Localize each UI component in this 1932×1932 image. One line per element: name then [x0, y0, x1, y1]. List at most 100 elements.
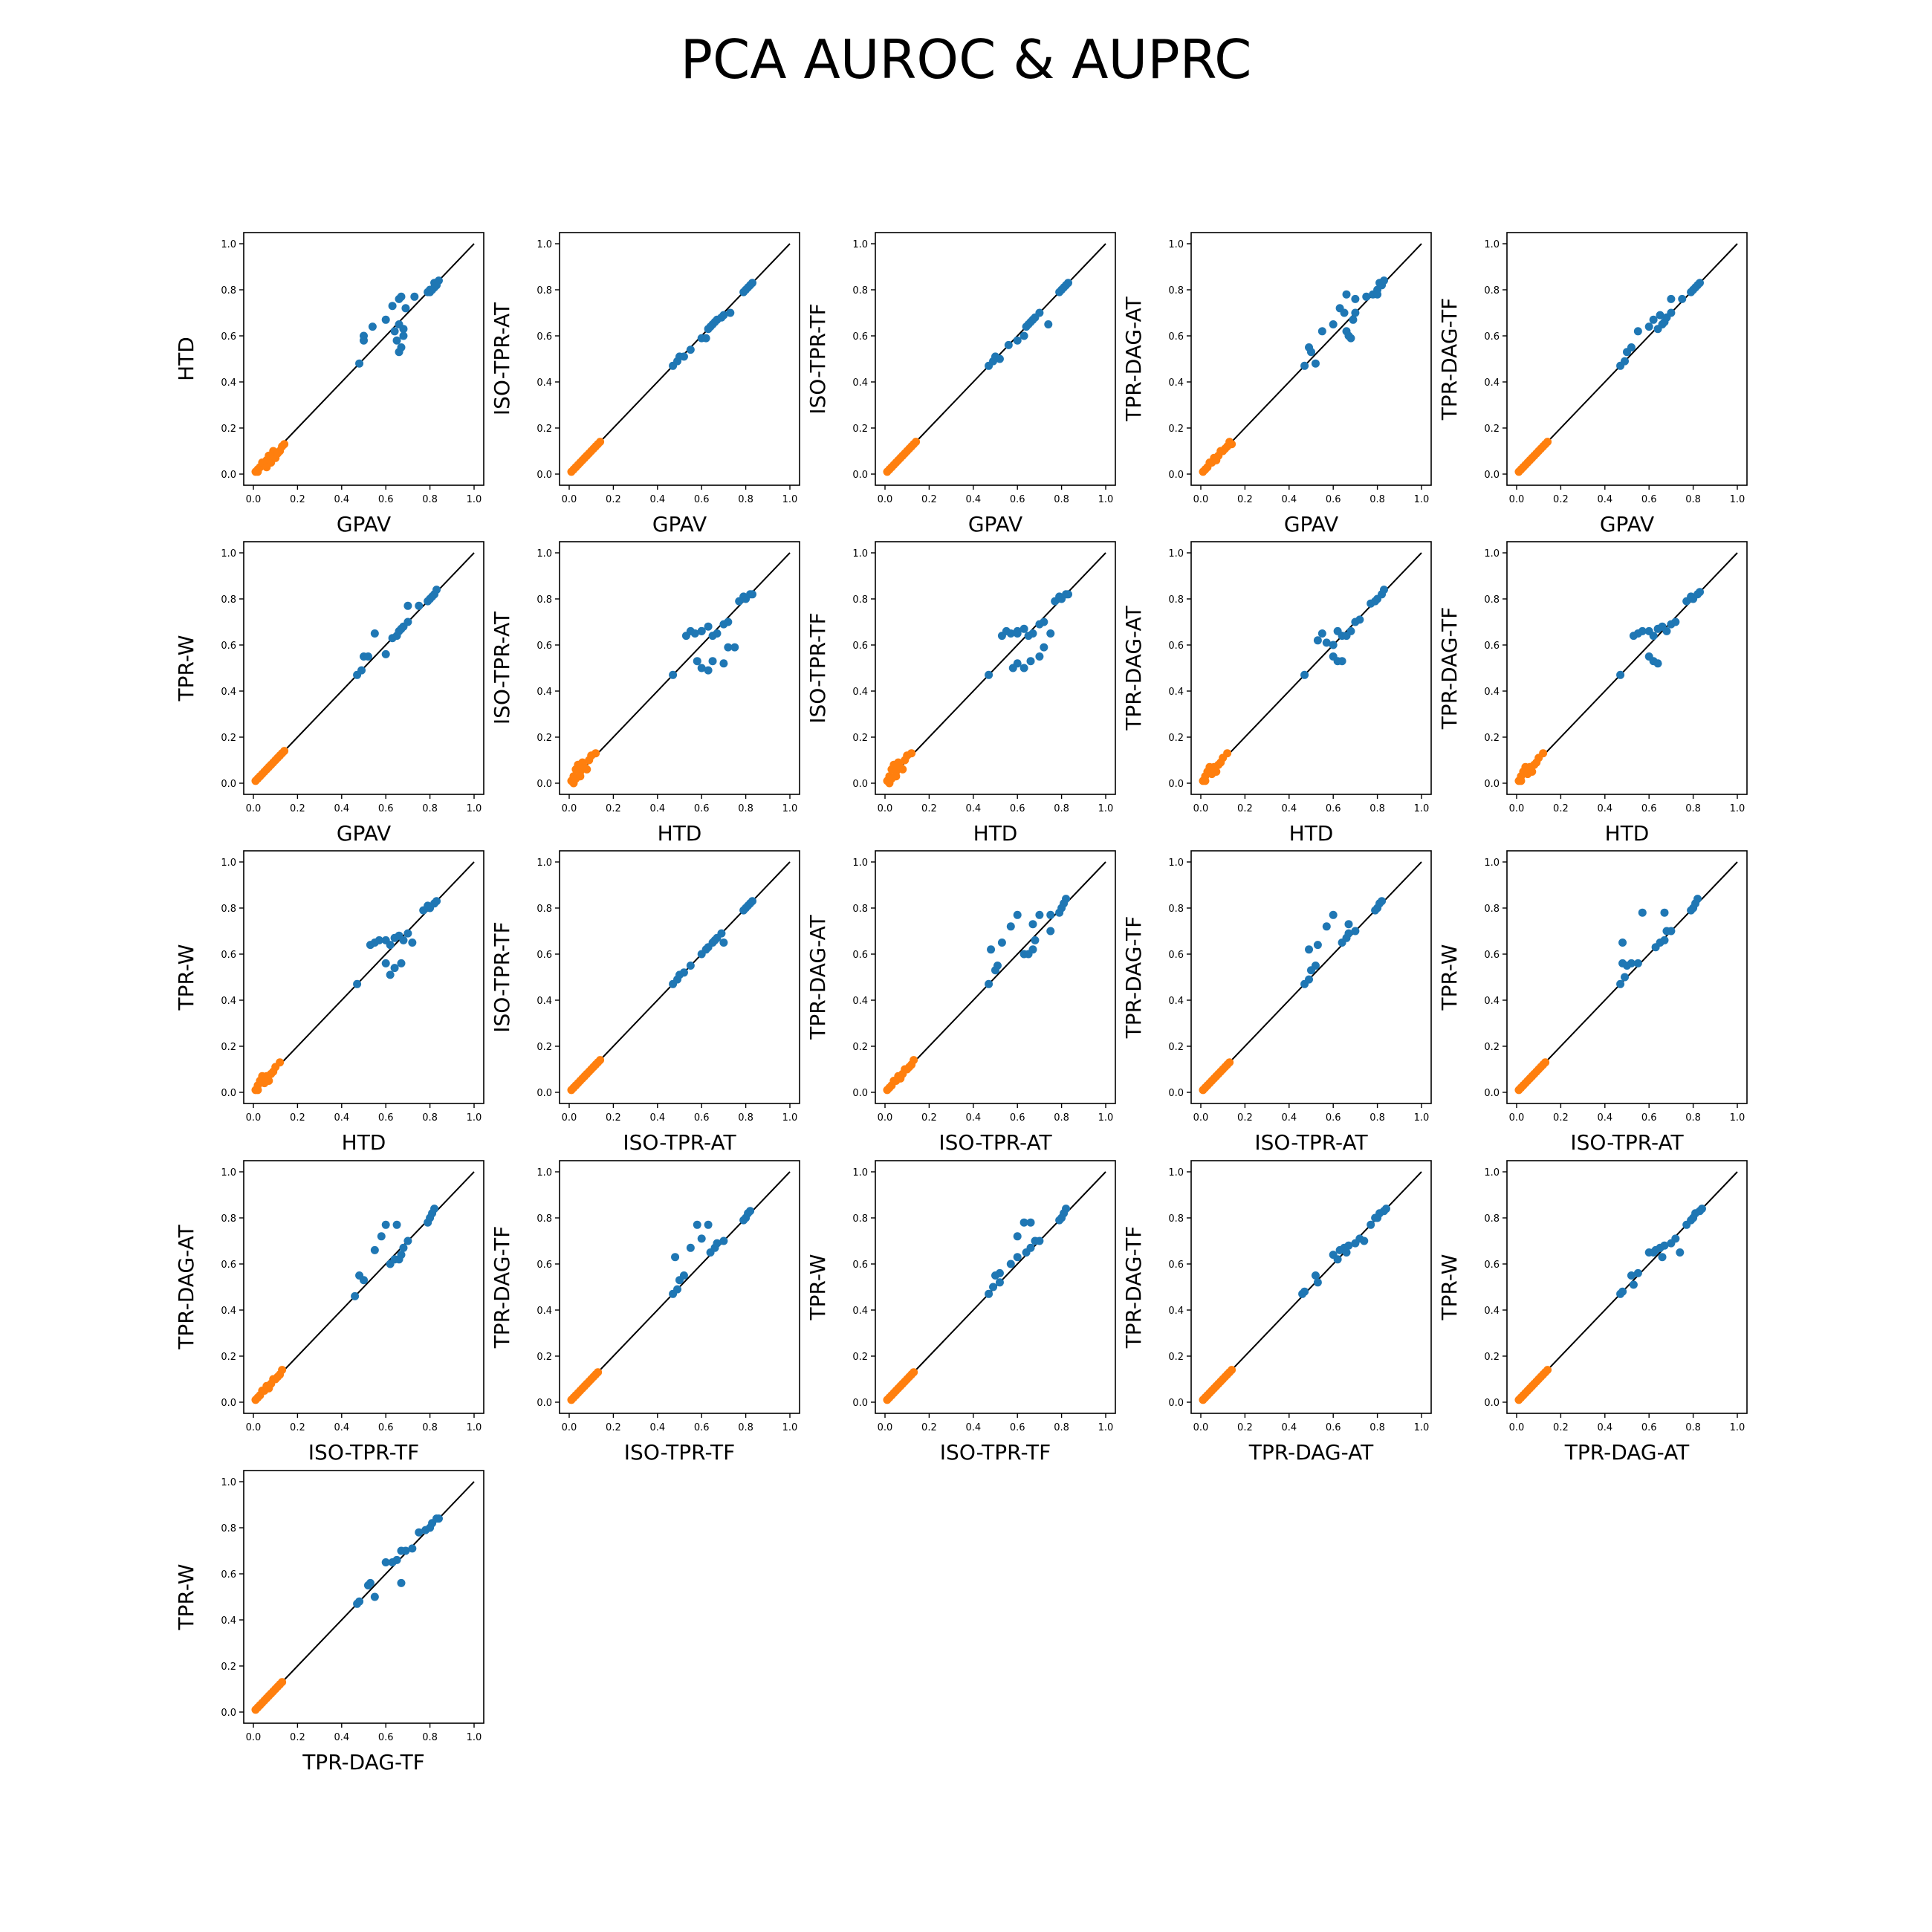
auroc-point — [1633, 327, 1642, 336]
auroc-point — [719, 1236, 728, 1245]
auprc-point — [276, 1058, 285, 1067]
y-tick-label: 0.0 — [221, 1398, 236, 1409]
y-tick-label: 0.6 — [221, 1260, 236, 1271]
x-tick-label: 0.8 — [738, 1422, 753, 1433]
x-tick-label: 0.6 — [694, 494, 710, 505]
auroc-point — [1300, 670, 1309, 679]
auroc-point — [1371, 906, 1380, 915]
x-tick-label: 0.6 — [1326, 494, 1341, 505]
subplot-9: 0.0 0.0 0.2 0.2 0.4 0.4 0.6 0.6 0.8 0.8 1.0 1.0 HTD T… — [1121, 541, 1432, 846]
auroc-point — [1633, 1268, 1642, 1277]
y-tick-label: 0.8 — [221, 904, 236, 915]
auroc-point — [408, 939, 417, 947]
y-tick-label: 0.4 — [221, 377, 236, 389]
subplot-10: 0.0 0.0 0.2 0.2 0.4 0.4 0.6 0.6 0.8 0.8 1.0 1.0 HTD T… — [1437, 541, 1748, 846]
x-tick-label: 0.0 — [1193, 803, 1209, 814]
y-tick-label: 0.2 — [852, 1042, 868, 1053]
y-tick-label: 0.0 — [221, 470, 236, 481]
auroc-point — [1362, 292, 1371, 301]
auroc-point — [1697, 1205, 1706, 1213]
auroc-point — [1381, 1205, 1390, 1213]
x-tick-label: 0.8 — [738, 1112, 753, 1124]
x-axis-label: GPAV — [652, 512, 707, 537]
auroc-point — [1629, 1280, 1638, 1289]
x-tick-label: 0.2 — [290, 1422, 305, 1433]
y-tick-label: 1.0 — [1168, 239, 1184, 250]
y-tick-label: 1.0 — [852, 548, 868, 560]
x-tick-label: 0.0 — [246, 803, 262, 814]
auprc-point — [278, 1366, 287, 1375]
y-axis-label: TPR-W — [1437, 1254, 1462, 1321]
y-axis-label: TPR-DAG-AT — [174, 1224, 198, 1349]
auroc-point — [710, 936, 719, 944]
auprc-point — [898, 765, 907, 774]
x-tick-label: 0.8 — [1369, 1422, 1385, 1433]
auroc-point — [995, 1278, 1004, 1287]
x-axis-label: ISO-TPR-TF — [940, 1440, 1051, 1465]
auroc-point — [360, 1276, 368, 1285]
auroc-point — [1687, 906, 1696, 915]
subplot-16: 0.0 0.0 0.2 0.2 0.4 0.4 0.6 0.6 0.8 0.8 1.0 1.0 ISO-… — [174, 1160, 484, 1465]
y-tick-label: 0.4 — [852, 1306, 868, 1317]
auroc-point — [1687, 592, 1696, 601]
auprc-point — [1228, 440, 1236, 449]
y-axis-label: TPR-DAG-AT — [1121, 296, 1146, 421]
y-tick-label: 0.6 — [221, 1569, 236, 1581]
auroc-point — [1616, 979, 1625, 988]
auroc-point — [401, 304, 410, 313]
auroc-point — [1329, 641, 1338, 649]
auroc-point — [1006, 1260, 1015, 1268]
auroc-point — [1344, 920, 1353, 929]
auroc-point — [1380, 276, 1389, 285]
auprc-point — [253, 467, 262, 476]
y-tick-label: 0.4 — [537, 687, 552, 698]
auroc-point — [748, 590, 757, 599]
auprc-point — [1517, 777, 1526, 785]
y-tick-label: 0.8 — [1168, 285, 1184, 296]
x-tick-label: 0.6 — [378, 1112, 394, 1124]
auroc-point — [424, 901, 432, 910]
x-tick-label: 0.2 — [290, 1732, 305, 1743]
x-tick-label: 0.2 — [290, 1112, 305, 1124]
x-tick-label: 0.8 — [738, 803, 753, 814]
x-tick-label: 1.0 — [1098, 1112, 1114, 1124]
x-tick-label: 1.0 — [1414, 1112, 1430, 1124]
x-tick-label: 0.8 — [422, 1422, 438, 1433]
x-tick-label: 1.0 — [1098, 494, 1114, 505]
y-tick-label: 0.2 — [1168, 733, 1184, 744]
subplot-21: 0.0 0.0 0.2 0.2 0.4 0.4 0.6 0.6 0.8 0.8 1.0 1.0 TPR-… — [174, 1470, 484, 1774]
x-tick-label: 0.6 — [1010, 803, 1025, 814]
y-axis-label: HTD — [174, 337, 198, 381]
subplot-15: 0.0 0.0 0.2 0.2 0.4 0.4 0.6 0.6 0.8 0.8 1.0 1.0 ISO-… — [1437, 850, 1748, 1155]
auroc-point — [357, 666, 366, 675]
auroc-point — [370, 629, 379, 638]
auroc-point — [701, 334, 710, 343]
x-tick-label: 0.6 — [378, 803, 394, 814]
y-tick-label: 0.8 — [537, 1213, 552, 1225]
y-tick-label: 0.2 — [1484, 424, 1500, 435]
auprc-point — [262, 1074, 271, 1083]
auroc-point — [1344, 1241, 1353, 1250]
x-tick-label: 0.4 — [965, 1422, 981, 1433]
auroc-point — [375, 936, 383, 944]
y-tick-label: 0.2 — [1168, 1352, 1184, 1363]
y-tick-label: 0.2 — [1484, 1352, 1500, 1363]
auroc-point — [410, 292, 419, 301]
y-tick-label: 0.4 — [1168, 687, 1184, 698]
y-tick-label: 0.4 — [1168, 1306, 1184, 1317]
auroc-point — [1317, 629, 1326, 638]
y-tick-label: 0.0 — [1168, 1398, 1184, 1409]
auroc-point — [1055, 592, 1064, 601]
auroc-point — [719, 311, 728, 320]
y-tick-label: 0.6 — [1484, 1260, 1500, 1271]
auroc-point — [1351, 927, 1360, 936]
auroc-point — [693, 657, 701, 666]
auroc-point — [403, 601, 412, 610]
x-tick-label: 0.0 — [1193, 1422, 1209, 1433]
x-axis-label: HTD — [342, 1130, 386, 1155]
auroc-point — [1644, 322, 1653, 331]
y-tick-label: 0.0 — [537, 779, 552, 790]
y-tick-label: 0.0 — [537, 470, 552, 481]
y-tick-label: 1.0 — [221, 858, 236, 869]
auroc-point — [1311, 1271, 1320, 1280]
